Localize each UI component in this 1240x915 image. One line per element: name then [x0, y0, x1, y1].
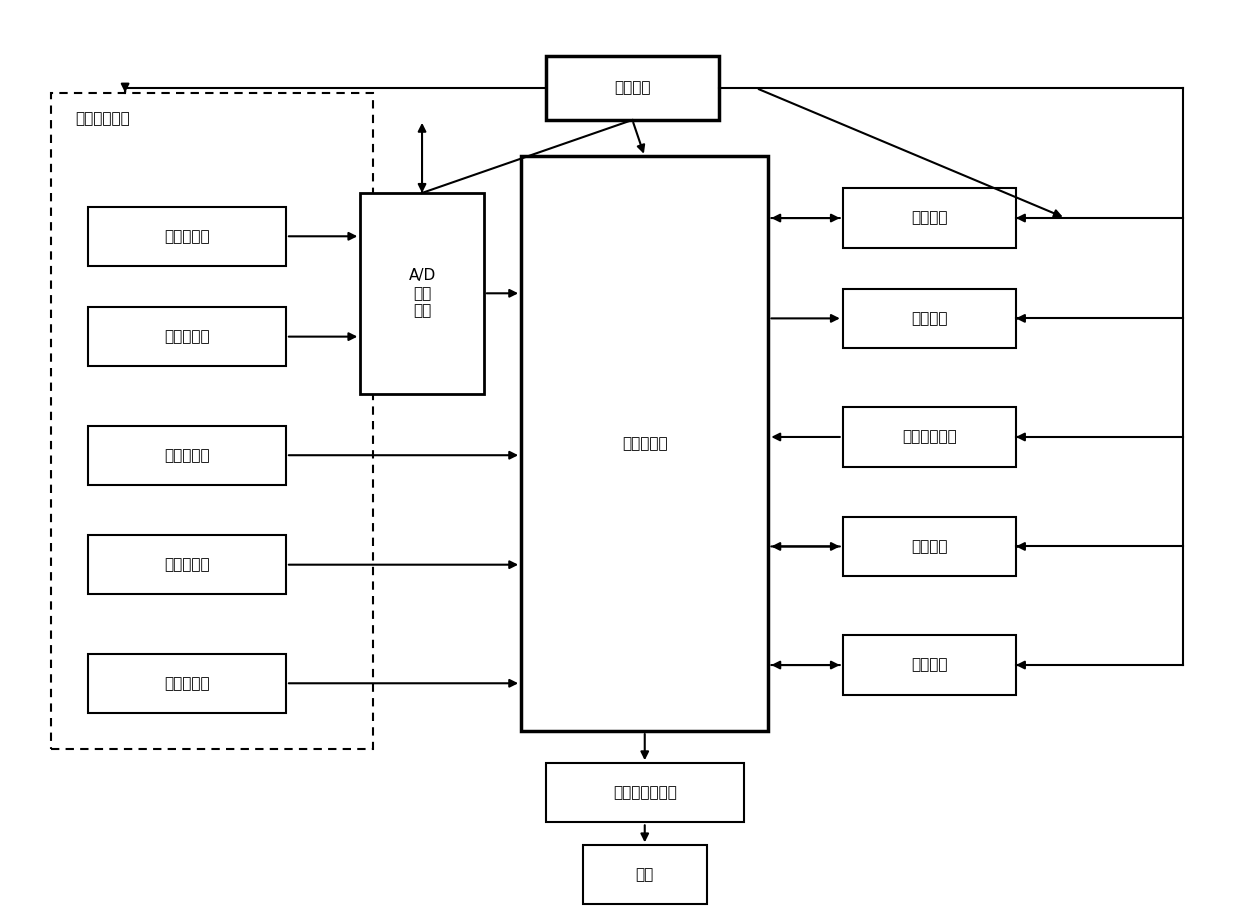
- Text: 继电器控制单元: 继电器控制单元: [613, 785, 677, 801]
- Text: 显示单元: 显示单元: [911, 311, 947, 326]
- Text: 光照传感器: 光照传感器: [164, 676, 210, 691]
- FancyBboxPatch shape: [843, 289, 1016, 348]
- FancyBboxPatch shape: [521, 156, 769, 731]
- Text: 湿度传感器: 湿度传感器: [164, 557, 210, 572]
- Text: 电流传感器: 电流传感器: [164, 229, 210, 243]
- Text: 通信单元: 通信单元: [911, 539, 947, 554]
- FancyBboxPatch shape: [843, 517, 1016, 576]
- FancyBboxPatch shape: [843, 635, 1016, 694]
- Text: 信息采集单元: 信息采集单元: [76, 111, 130, 126]
- Text: 主控制单元: 主控制单元: [622, 436, 667, 451]
- FancyBboxPatch shape: [843, 188, 1016, 248]
- Text: 存储单元: 存储单元: [911, 210, 947, 225]
- FancyBboxPatch shape: [583, 845, 707, 905]
- Text: 供电单元: 供电单元: [614, 81, 651, 95]
- FancyBboxPatch shape: [88, 425, 286, 485]
- FancyBboxPatch shape: [88, 535, 286, 595]
- Text: 插孔: 插孔: [636, 867, 653, 882]
- FancyBboxPatch shape: [51, 92, 372, 749]
- FancyBboxPatch shape: [546, 763, 744, 823]
- Text: A/D
转换
单元: A/D 转换 单元: [408, 268, 435, 318]
- Text: 电压传感器: 电压传感器: [164, 329, 210, 344]
- Text: 报警单元: 报警单元: [911, 658, 947, 673]
- FancyBboxPatch shape: [843, 407, 1016, 467]
- FancyBboxPatch shape: [360, 193, 484, 393]
- FancyBboxPatch shape: [546, 56, 719, 120]
- Text: 温度传感器: 温度传感器: [164, 447, 210, 463]
- FancyBboxPatch shape: [88, 653, 286, 713]
- Text: 按键选择单元: 按键选择单元: [901, 429, 957, 445]
- FancyBboxPatch shape: [88, 307, 286, 366]
- FancyBboxPatch shape: [88, 207, 286, 266]
